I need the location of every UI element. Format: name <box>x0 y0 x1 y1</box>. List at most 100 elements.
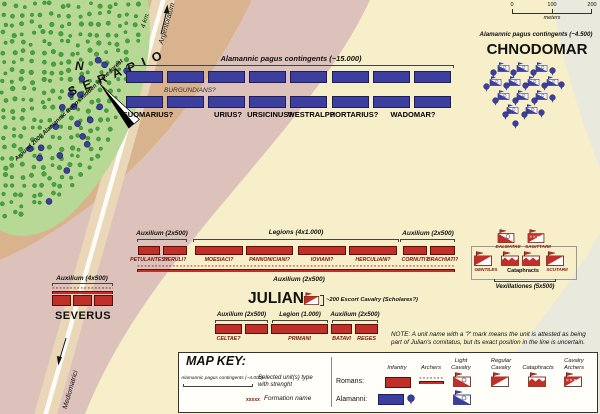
tree <box>33 1 37 6</box>
key-alamanni-pin-icon <box>407 393 415 405</box>
map-key-title: MAP KEY: <box>186 354 246 368</box>
alamanni-cavalry-icon <box>508 73 521 86</box>
tree <box>19 204 24 209</box>
alamanni-cavalry-icon <box>506 101 519 114</box>
hidden-alamanni-troops <box>26 56 130 205</box>
tree <box>69 175 74 180</box>
line1-bracket-mid <box>193 239 399 242</box>
tree <box>10 109 15 114</box>
tree <box>78 126 83 131</box>
tree <box>78 57 83 62</box>
tree <box>22 5 27 9</box>
key-formation-sample: xxxxx <box>246 397 260 403</box>
roman-unit-name: BRACHIATI? <box>426 257 459 263</box>
tree <box>50 104 56 110</box>
tree <box>117 13 122 18</box>
alamanni-troop-pin <box>558 78 565 90</box>
tree <box>30 125 35 130</box>
alamanni-line-bracket <box>126 65 454 68</box>
line2-bracket-label-left: Auxilium (2x500) <box>216 311 267 318</box>
alamanni-pagus-unit <box>208 96 246 108</box>
alamanni-troop-pin <box>492 94 499 106</box>
alamanni-pagus-unit <box>413 71 451 83</box>
roman-line2-unit <box>355 324 378 334</box>
tree <box>13 3 19 9</box>
tree <box>88 146 94 152</box>
alamanni-pagus-unit <box>126 71 163 83</box>
tree <box>105 117 110 122</box>
tree <box>76 147 81 152</box>
tree <box>104 50 109 55</box>
line1-archers-label: Auxilium (2x500) <box>273 276 325 283</box>
hidden-alamanni-unit <box>36 154 43 162</box>
roman-unit-name: HERULI? <box>163 257 187 263</box>
tree <box>97 87 103 93</box>
tree <box>12 50 18 56</box>
tree <box>9 67 15 72</box>
tree <box>118 23 122 28</box>
tree <box>85 87 91 92</box>
tree <box>47 97 51 102</box>
tree <box>20 175 26 180</box>
tree <box>66 59 72 65</box>
tree <box>18 146 24 152</box>
cavalry-bracket-label: Vexillationes (5x500) <box>495 284 555 290</box>
alamanni-pagus-unit <box>167 96 205 108</box>
tree <box>49 21 55 27</box>
north-compass-needle <box>99 83 140 129</box>
line2-bracket-left <box>215 320 268 323</box>
alamanni-pagus-unit <box>331 71 369 83</box>
tree <box>29 58 34 64</box>
tree <box>59 114 64 119</box>
tree <box>32 153 37 158</box>
tree <box>19 115 25 121</box>
sagittarii-cavalry-archers-icon: ××× <box>526 229 546 243</box>
tree <box>39 119 43 124</box>
tree <box>1 108 6 113</box>
tree <box>124 12 129 17</box>
tree <box>30 50 35 56</box>
tree <box>85 136 91 141</box>
tree <box>3 22 9 28</box>
tree <box>32 86 37 91</box>
tree <box>12 96 18 102</box>
roman-unit-name: HERCULIANI? <box>355 257 391 263</box>
tree <box>115 60 120 65</box>
tree <box>105 137 111 142</box>
pagus-name: URIUS? <box>214 110 242 119</box>
alamanni-troop-pin <box>503 79 510 91</box>
pagus-name: SUOMARIUS? <box>122 110 174 119</box>
tree <box>97 3 103 9</box>
tree <box>51 190 56 196</box>
tree <box>107 4 113 10</box>
roman-line1-unit <box>403 246 427 255</box>
tree <box>29 19 34 24</box>
tree <box>67 162 73 168</box>
cataphract-icon <box>521 251 541 266</box>
alamanni-cavalry-icon <box>535 87 548 100</box>
key-col-regcav: Regular Cavalry <box>490 358 512 371</box>
key-col-cataphracts: Cataphracts <box>522 365 554 371</box>
tree <box>124 21 129 26</box>
tree <box>42 50 47 56</box>
cavalry-unit-name: GENTILES <box>474 267 498 272</box>
cavalry-unit-name: SAGITTARII <box>525 244 551 249</box>
severus-bracket-label: Auxilium (4x500) <box>56 275 108 282</box>
key-roman-infantry-icon <box>385 377 411 388</box>
tree <box>105 32 111 38</box>
tree <box>95 98 101 103</box>
alamanni-troop-pin <box>502 108 509 120</box>
hidden-alamanni-unit <box>26 145 34 152</box>
tree <box>40 29 46 35</box>
tree <box>65 38 71 44</box>
tree <box>133 14 138 19</box>
alamanni-troop-pin <box>531 94 538 106</box>
tree <box>114 33 119 38</box>
tree <box>94 51 100 57</box>
tree <box>107 9 112 15</box>
tree <box>40 134 44 139</box>
tree <box>98 146 103 151</box>
alamanni-cavalry-icon <box>516 87 529 100</box>
tree <box>123 57 129 63</box>
tree <box>108 69 113 74</box>
